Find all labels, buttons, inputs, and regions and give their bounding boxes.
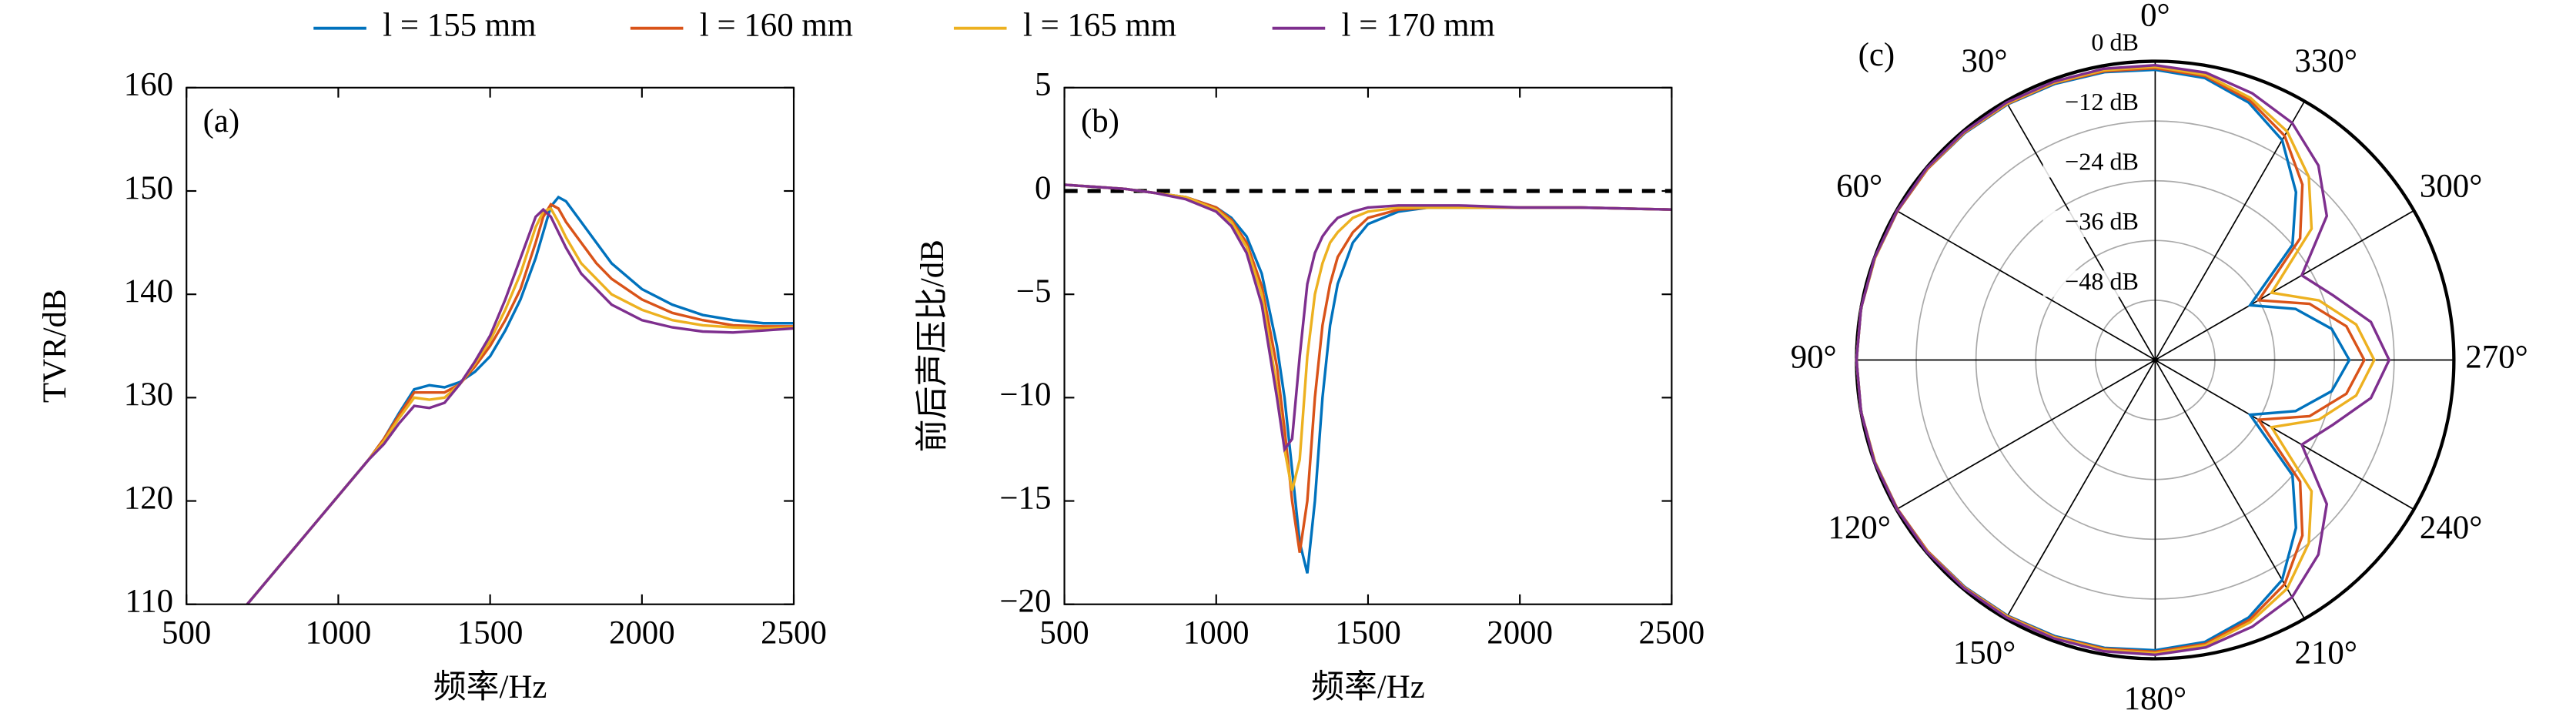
y-tick-label: −15 xyxy=(999,480,1051,516)
x-tick-label: 2000 xyxy=(1487,615,1553,651)
x-tick-label: 1500 xyxy=(1335,615,1401,651)
angular-grid xyxy=(2154,359,2414,511)
r-tick-label: 0 dB xyxy=(2091,28,2139,55)
y-tick-label: 120 xyxy=(124,480,173,516)
x-axis-label: 频率/Hz xyxy=(1311,668,1425,705)
x-tick-label: 1500 xyxy=(457,615,524,651)
plot-frame xyxy=(186,86,795,605)
panel-label: (b) xyxy=(1081,103,1119,139)
panel-label: (c) xyxy=(1858,37,1895,73)
legend-label: l = 165 mm xyxy=(1023,8,1176,44)
x-tick-label: 500 xyxy=(162,615,211,651)
legend-label: l = 160 mm xyxy=(700,8,853,44)
r-label-bg xyxy=(2042,210,2143,238)
plot-frame xyxy=(1063,86,1673,605)
x-tick-label: 2500 xyxy=(1639,615,1705,651)
y-tick-label: 140 xyxy=(124,273,173,310)
y-tick-label: −20 xyxy=(999,584,1051,620)
series-line xyxy=(1064,183,1672,553)
r-tick-label: −12 dB xyxy=(2065,88,2139,116)
y-tick-label: 150 xyxy=(124,170,173,206)
angle-label: 120° xyxy=(1828,510,1890,546)
r-tick-label: −36 dB xyxy=(2065,207,2139,235)
angular-grid xyxy=(2154,360,2306,619)
r-label-bg xyxy=(2042,31,2143,59)
angular-grid xyxy=(1895,359,2156,511)
angle-label: 270° xyxy=(2465,339,2527,375)
legend-label: l = 170 mm xyxy=(1342,8,1495,44)
angle-label: 180° xyxy=(2124,681,2186,717)
angular-grid xyxy=(2005,360,2156,619)
x-axis-label: 频率/Hz xyxy=(433,668,547,705)
angle-label: 60° xyxy=(1836,168,1882,204)
series-line xyxy=(246,207,795,605)
angular-grid xyxy=(1895,209,2156,361)
y-tick-label: 130 xyxy=(124,377,173,413)
series-line xyxy=(1064,183,1672,491)
angle-label: 90° xyxy=(1791,339,1837,375)
x-tick-label: 1000 xyxy=(306,615,372,651)
legend-label: l = 155 mm xyxy=(383,8,536,44)
angle-label: 30° xyxy=(1962,43,2008,79)
x-tick-label: 2000 xyxy=(609,615,675,651)
y-tick-label: 5 xyxy=(1035,67,1051,103)
x-tick-label: 500 xyxy=(1039,615,1089,651)
series-line xyxy=(1855,63,2391,657)
angle-label: 300° xyxy=(2420,168,2482,204)
angle-label: 150° xyxy=(1953,635,2016,671)
r-label-bg xyxy=(2042,151,2143,178)
y-tick-label: −5 xyxy=(1016,273,1052,310)
r-tick-label: −24 dB xyxy=(2065,148,2139,176)
y-axis-label: 前后声压比/dB xyxy=(915,239,951,452)
r-label-bg xyxy=(2042,270,2143,297)
series-line xyxy=(246,203,795,605)
series-line xyxy=(1064,183,1672,574)
r-tick-label: −48 dB xyxy=(2065,267,2139,295)
x-tick-label: 1000 xyxy=(1183,615,1250,651)
y-tick-label: 0 xyxy=(1035,170,1051,206)
y-tick-label: −10 xyxy=(999,377,1051,413)
angle-label: 240° xyxy=(2420,510,2482,546)
angle-label: 0° xyxy=(2140,0,2170,34)
r-label-bg xyxy=(2042,91,2143,118)
angle-label: 330° xyxy=(2295,43,2357,79)
panel-label: (a) xyxy=(203,103,240,139)
angular-grid xyxy=(2154,101,2306,360)
series-line xyxy=(246,206,795,605)
angular-grid xyxy=(2154,209,2414,361)
angle-label: 210° xyxy=(2295,635,2357,671)
y-tick-label: 110 xyxy=(125,584,173,620)
y-tick-label: 160 xyxy=(124,67,173,103)
x-tick-label: 2500 xyxy=(761,615,827,651)
y-axis-label: TVR/dB xyxy=(37,289,73,403)
series-line xyxy=(1064,183,1672,453)
